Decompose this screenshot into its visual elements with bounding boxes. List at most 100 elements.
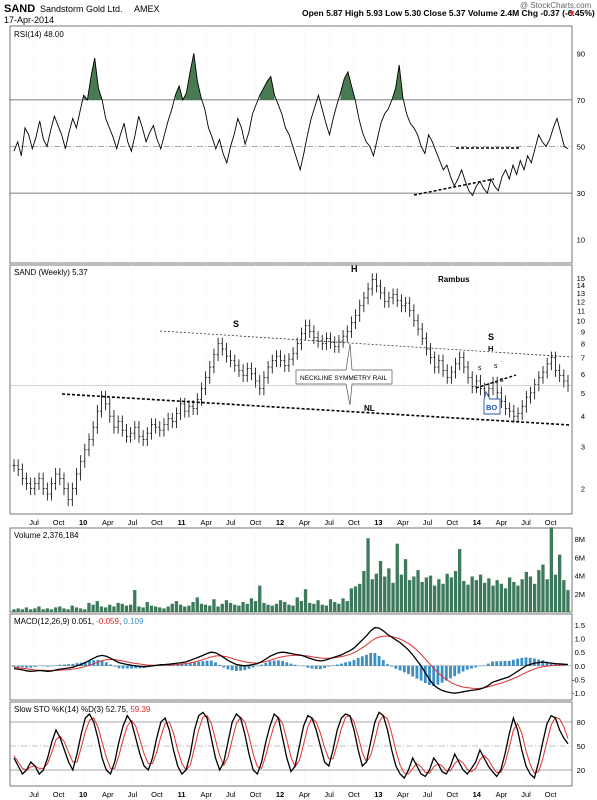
- macd-histogram-bar: [394, 665, 398, 669]
- macd-histogram-bar: [549, 662, 553, 666]
- x-tick-label: Jul: [324, 518, 334, 527]
- macd-histogram-bar: [386, 664, 389, 666]
- small-shoulder-label-2: s: [494, 363, 498, 370]
- price-y-tick-label: 13: [577, 289, 585, 298]
- volume-bar: [233, 604, 237, 612]
- macd-histogram-bar: [444, 665, 448, 681]
- volume-bar: [266, 604, 270, 612]
- volume-bar: [54, 607, 58, 612]
- volume-bar: [503, 588, 508, 612]
- volume-bar: [516, 585, 520, 612]
- macd-histogram-bar: [499, 661, 503, 666]
- x-tick-label: Jul: [423, 518, 433, 527]
- volume-bar: [129, 604, 133, 612]
- macd-histogram-bar: [251, 665, 255, 668]
- volume-bar: [145, 602, 149, 612]
- volume-bar: [391, 582, 395, 612]
- volume-bar: [320, 604, 324, 612]
- macd-histogram-bar: [528, 657, 532, 666]
- volume-bar: [162, 608, 166, 612]
- volume-bar: [62, 608, 66, 612]
- x-tick-label-bottom: Apr: [200, 790, 212, 799]
- stochastic-title-main: Slow STO %K(14) %D(3) 52.75,: [14, 705, 130, 714]
- macd-histogram-bar: [46, 665, 49, 667]
- volume-bar: [408, 580, 412, 612]
- volume-bar: [291, 605, 295, 612]
- volume-bar: [316, 600, 320, 612]
- volume-bar: [108, 604, 112, 612]
- small-shoulder-label-1: s: [478, 365, 482, 372]
- stochastic-title: Slow STO %K(14) %D(3) 52.75, 59.39: [14, 705, 151, 714]
- macd-histogram-bar: [449, 665, 452, 679]
- x-tick-label-bottom: Oct: [151, 790, 164, 799]
- volume-bar: [270, 605, 274, 612]
- volume-bar: [278, 600, 283, 612]
- macd-title-main: MACD(12,26,9) 0.051,: [14, 617, 96, 626]
- x-tick-label-bottom: 14: [473, 790, 482, 799]
- x-tick-label-bottom: Jul: [324, 790, 334, 799]
- x-tick-label: Jul: [226, 518, 236, 527]
- price-y-tick-label: 14: [577, 281, 585, 290]
- macd-histogram-bar: [134, 665, 138, 669]
- macd-histogram-bar: [461, 665, 465, 672]
- volume-bar: [520, 579, 524, 612]
- price-y-tick-label: 9: [581, 327, 585, 336]
- macd-histogram-bar: [331, 665, 335, 666]
- macd-y-tick-label: 1.5: [575, 621, 585, 630]
- macd-title-sep: ,: [119, 617, 123, 626]
- volume-bar: [120, 603, 124, 612]
- macd-histogram-bar: [562, 665, 566, 666]
- macd-histogram-bar: [218, 665, 222, 666]
- volume-bar: [441, 583, 445, 612]
- volume-bar: [416, 570, 420, 612]
- volume-bar: [33, 608, 37, 612]
- macd-histogram-bar: [193, 662, 196, 666]
- x-tick-label: 14: [473, 518, 482, 527]
- macd-histogram-bar: [264, 662, 268, 666]
- volume-bar: [428, 575, 433, 612]
- grid-layer: [33, 26, 551, 786]
- rsi-panel-frame: [9, 25, 573, 264]
- macd-histogram-bar: [474, 665, 478, 668]
- x-tick-label: 13: [374, 518, 382, 527]
- right-shoulder-label: S: [488, 332, 494, 342]
- macd-histogram-bar: [239, 665, 242, 671]
- volume-bar: [383, 576, 387, 612]
- volume-bar: [499, 583, 503, 612]
- macd-histogram-bar: [121, 665, 125, 669]
- macd-histogram-bar: [92, 660, 96, 666]
- volume-bar: [545, 579, 549, 612]
- macd-histogram-bar: [256, 665, 259, 667]
- x-tick-label: Jul: [29, 518, 39, 527]
- volume-bar: [470, 576, 474, 612]
- macd-histogram-bar: [398, 665, 402, 671]
- volume-bar: [133, 590, 137, 612]
- macd-histogram-bar: [83, 661, 87, 666]
- volume-bar: [370, 579, 374, 612]
- macd-histogram-bar: [21, 665, 24, 668]
- stochastic-panel-frame: [9, 701, 573, 787]
- macd-histogram-bar: [268, 661, 272, 666]
- macd-histogram-bar: [42, 665, 45, 667]
- macd-histogram-bar: [113, 665, 117, 667]
- volume-bar: [433, 585, 437, 612]
- volume-bar: [378, 561, 383, 612]
- macd-y-tick-label: 0.5: [575, 648, 585, 657]
- volume-bar: [528, 576, 533, 612]
- macd-title: MACD(12,26,9) 0.051, -0.059, 0.109: [14, 617, 144, 626]
- volume-bar: [220, 603, 224, 612]
- macd-histogram-bar: [319, 665, 322, 670]
- volume-bar: [533, 583, 537, 612]
- macd-histogram-bar: [100, 660, 104, 666]
- macd-histogram-bar: [491, 661, 494, 666]
- x-tick-label-bottom: Oct: [348, 790, 361, 799]
- volume-bar: [353, 586, 358, 612]
- volume-bar: [274, 603, 279, 612]
- macd-histogram-bar: [12, 665, 16, 668]
- x-tick-label-bottom: Oct: [250, 790, 263, 799]
- volume-bar: [399, 574, 403, 612]
- x-tick-label: Oct: [250, 518, 263, 527]
- x-tick-label: Oct: [446, 518, 459, 527]
- stockcharts-credit: @ StockCharts.com: [520, 1, 592, 10]
- macd-histogram-bar: [96, 659, 100, 666]
